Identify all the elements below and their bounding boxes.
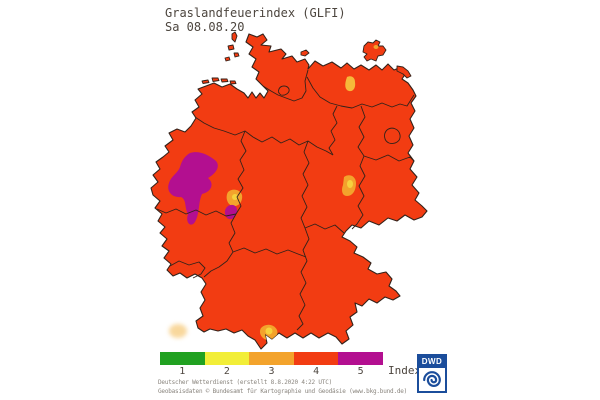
- ruegen-island: [362, 39, 387, 62]
- border-bw-by: [296, 227, 310, 331]
- border-berlin: [384, 127, 401, 144]
- legend-seg-2: [204, 352, 250, 365]
- legend-value-5: 5: [357, 366, 364, 377]
- legend-seg-5: [338, 352, 383, 365]
- footer-line-1: Deutscher Wetterdienst (erstellt 8.8.202…: [158, 379, 333, 386]
- legend-value-2: 2: [223, 366, 230, 377]
- date-label: Sa 08.08.20: [165, 20, 245, 34]
- legend-value-3: 3: [268, 366, 275, 377]
- border-hamburg: [277, 85, 290, 96]
- glfi5-area-west: [168, 152, 218, 225]
- legend-values: 1 2 3 4 5: [160, 366, 383, 377]
- legend-value-4: 4: [313, 366, 320, 377]
- border-ni-st: [328, 105, 338, 156]
- fehmarn-island: [300, 49, 310, 57]
- border-saarland: [169, 260, 206, 279]
- map-title-block: Graslandfeuerindex (GLFI) Sa 08.08.20: [165, 6, 346, 34]
- border-nrw-east: [235, 130, 247, 215]
- footer-line-2: Geobasisdaten © Bundesamt für Kartograph…: [158, 388, 408, 395]
- legend-seg-4: [293, 352, 339, 365]
- north-frisian-islands: [224, 31, 240, 62]
- page-title: Graslandfeuerindex (GLFI): [165, 6, 346, 20]
- dwd-logo: DWD: [417, 354, 447, 393]
- glfi3-spot-northeast: [345, 76, 356, 92]
- border-th-by: [304, 223, 345, 234]
- border-ni-south: [194, 116, 334, 156]
- dwd-logo-text: DWD: [419, 356, 445, 368]
- border-bb-south: [363, 154, 415, 162]
- glfi2-core-center-east: [347, 180, 353, 188]
- state-borders: [156, 69, 415, 331]
- east-frisian-islands: [201, 77, 237, 85]
- border-mv-south: [306, 76, 415, 109]
- glfi3-faint-blob-southwest: [169, 324, 187, 338]
- glfi2-core-center-west: [232, 194, 238, 200]
- border-elbe: [262, 69, 309, 102]
- dwd-spiral-icon: [423, 371, 441, 388]
- glfi3-dot-southwest: [215, 332, 221, 338]
- glfi2-core-south: [265, 327, 273, 335]
- legend-colorbar: [160, 352, 383, 365]
- border-sn-west: [351, 155, 366, 230]
- border-nrw-south: [156, 208, 237, 217]
- legend-seg-3: [249, 352, 294, 365]
- legend-value-1: 1: [179, 366, 186, 377]
- border-bb-west: [357, 105, 366, 157]
- germany-landmass: [150, 31, 428, 350]
- glfi3-dot-ruegen: [373, 45, 379, 49]
- footer-credits: Deutscher Wetterdienst (erstellt 8.8.202…: [158, 378, 407, 396]
- border-hesse-th: [300, 140, 310, 229]
- border-hesse-bw: [232, 247, 307, 258]
- glfi-highlight-areas: [168, 76, 356, 341]
- legend-index-label: Index: [388, 364, 422, 377]
- legend-seg-1: [160, 352, 205, 365]
- usedom-island: [396, 65, 412, 79]
